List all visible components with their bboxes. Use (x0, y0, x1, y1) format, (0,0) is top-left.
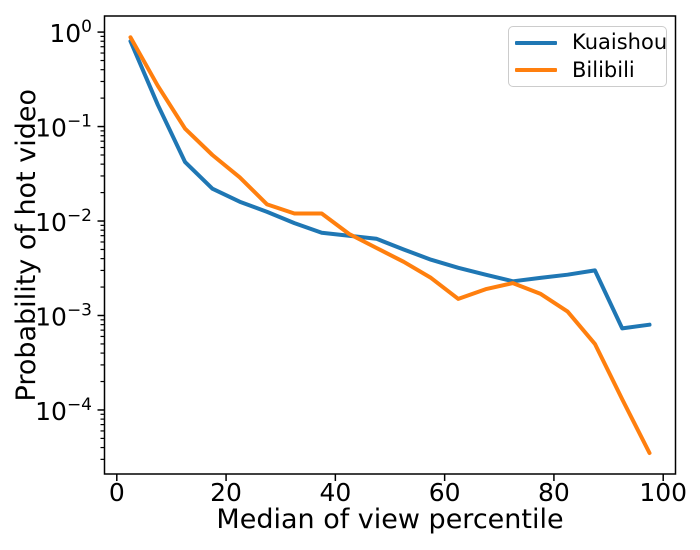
x-axis-tick-label: 40 (319, 478, 351, 507)
series-line-bilibili (128, 35, 652, 455)
y-axis-label-box: Probability of hot video (0, 16, 52, 474)
y-axis-tick-label: 10−2 (35, 206, 92, 237)
x-axis-tick-label: 80 (538, 478, 570, 507)
x-axis-tick-label: 0 (109, 478, 125, 507)
legend-line-sample-kuaishou (515, 40, 557, 45)
y-axis-tick-label: 100 (49, 17, 92, 48)
legend-line-sample-bilibili (515, 68, 557, 73)
x-axis-tick-label: 60 (429, 478, 461, 507)
x-axis-label: Median of view percentile (216, 504, 564, 535)
legend-label-bilibili: Bilibili (572, 57, 635, 82)
plot-border (103, 15, 677, 475)
y-axis-tick-label: 10−1 (35, 112, 92, 143)
legend-item-bilibili: Bilibili (515, 57, 666, 85)
y-axis-tick-label: 10−3 (35, 300, 92, 331)
y-axis-label: Probability of hot video (10, 88, 42, 402)
legend-label-kuaishou: Kuaishou (572, 30, 668, 55)
y-axis-tick-label: 10−4 (35, 395, 92, 426)
legend: Kuaishou Bilibili (508, 26, 667, 87)
series-line-kuaishou (128, 39, 652, 331)
x-axis-tick-label: 100 (639, 478, 687, 507)
x-axis-tick-label: 20 (210, 478, 242, 507)
legend-item-kuaishou: Kuaishou (515, 29, 668, 57)
